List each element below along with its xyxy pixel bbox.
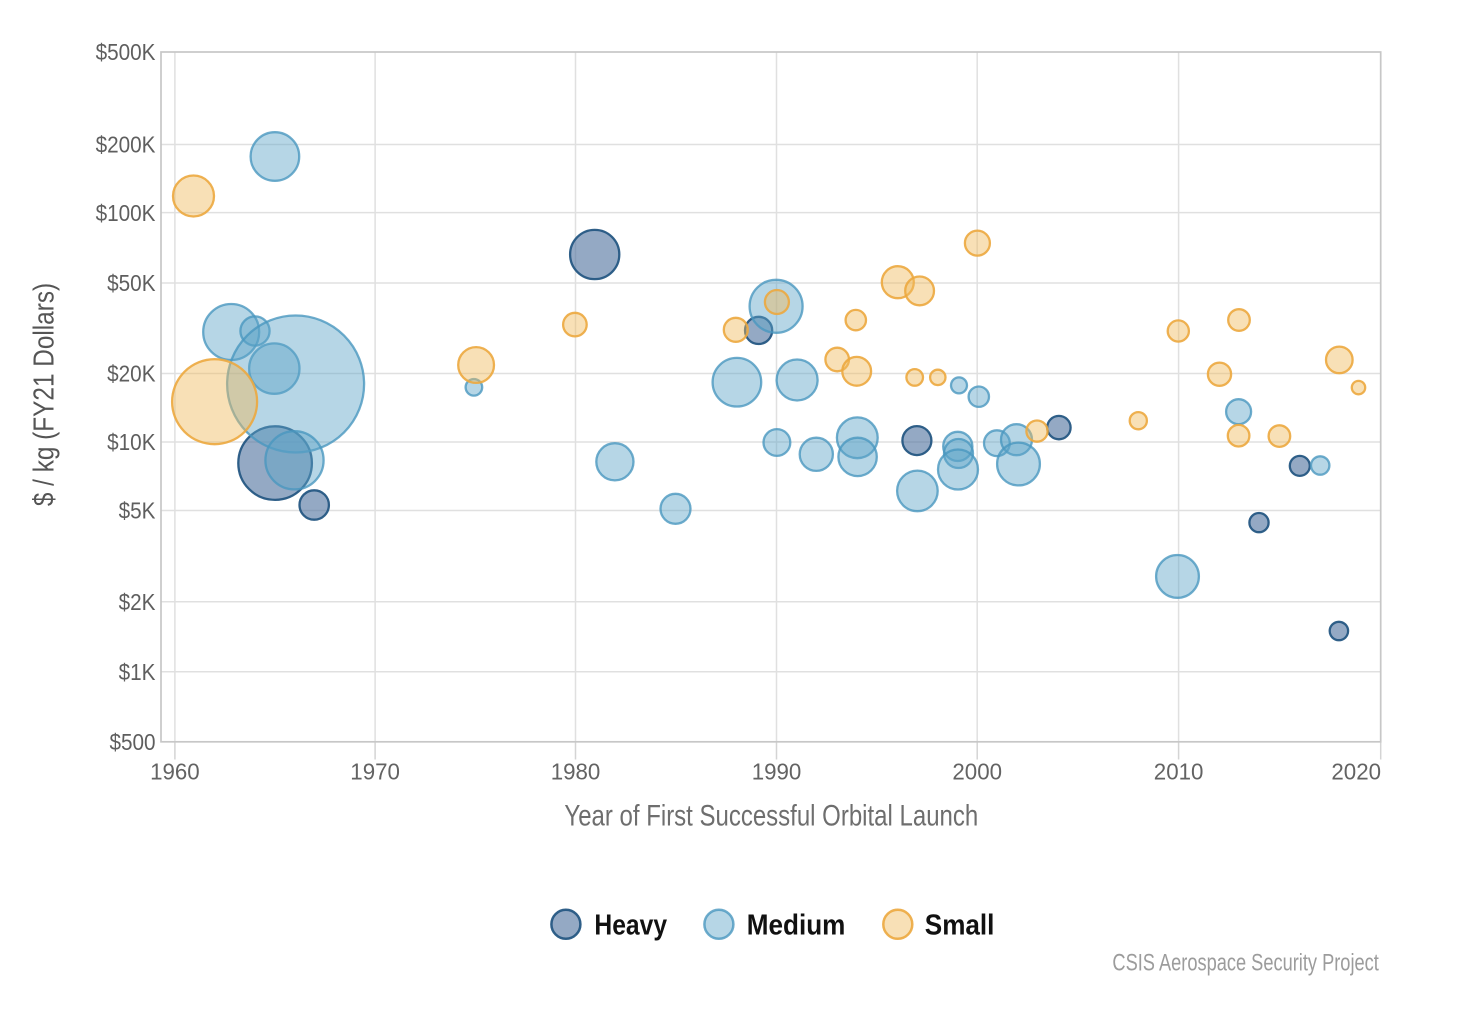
svg-text:$20K: $20K xyxy=(107,361,156,387)
svg-text:Year of First Successful Orbit: Year of First Successful Orbital Launch xyxy=(564,798,978,832)
svg-text:$10K: $10K xyxy=(107,429,156,455)
svg-text:Heavy: Heavy xyxy=(594,909,667,941)
svg-text:1990: 1990 xyxy=(752,758,802,784)
svg-text:$ / kg (FY21 Dollars): $ / kg (FY21 Dollars) xyxy=(28,283,60,506)
svg-text:$1K: $1K xyxy=(119,659,156,685)
svg-text:$2K: $2K xyxy=(119,589,156,615)
svg-text:2010: 2010 xyxy=(1154,758,1204,784)
svg-text:Small: Small xyxy=(925,908,995,941)
svg-text:Medium: Medium xyxy=(747,908,846,941)
svg-text:$5K: $5K xyxy=(119,498,156,524)
svg-text:$200K: $200K xyxy=(96,132,156,158)
svg-text:2000: 2000 xyxy=(952,758,1002,784)
svg-text:$500K: $500K xyxy=(96,39,156,65)
svg-text:2020: 2020 xyxy=(1331,758,1381,784)
svg-text:$500: $500 xyxy=(109,729,155,755)
svg-text:1960: 1960 xyxy=(150,758,200,784)
svg-text:$50K: $50K xyxy=(107,270,156,296)
svg-text:$100K: $100K xyxy=(96,200,156,226)
svg-text:1980: 1980 xyxy=(551,758,601,784)
svg-text:CSIS Aerospace Security Projec: CSIS Aerospace Security Project xyxy=(1112,949,1378,976)
svg-text:1970: 1970 xyxy=(350,758,400,784)
